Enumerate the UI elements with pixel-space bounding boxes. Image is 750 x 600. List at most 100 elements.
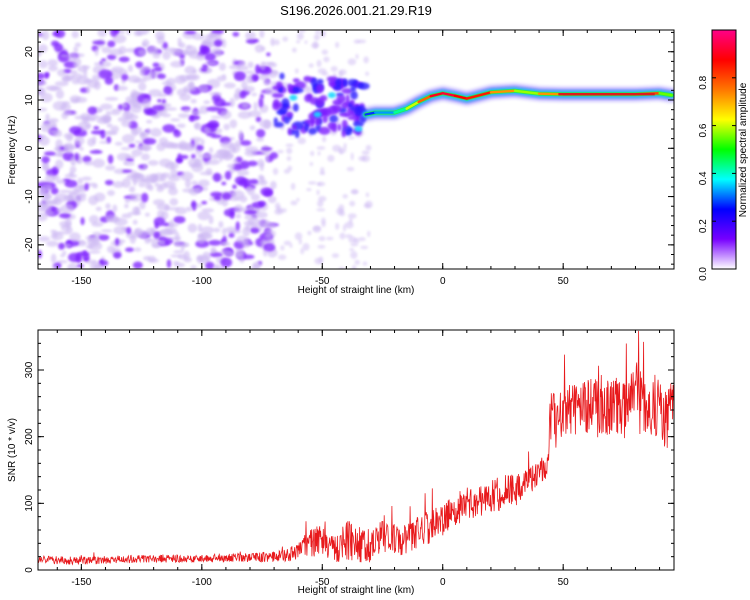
- noise-blob: [250, 193, 261, 201]
- noise-blob: [191, 180, 199, 186]
- noise-blob: [235, 252, 245, 259]
- signal-core-segment: [658, 92, 673, 97]
- noise-blob: [100, 229, 113, 233]
- noise-blob: [339, 210, 346, 217]
- noise-blob: [79, 146, 84, 151]
- noise-blob: [99, 60, 112, 68]
- noise-blob: [276, 149, 284, 154]
- noise-blob: [330, 66, 338, 72]
- noise-blob: [104, 179, 114, 186]
- chart-title: S196.2026.001.21.29.R19: [280, 3, 432, 18]
- colorbar-tick-label: 0.8: [698, 75, 709, 89]
- noise-blob: [238, 129, 244, 140]
- spectrogram-y-tick-label: 10: [24, 94, 35, 106]
- noise-blob: [121, 213, 132, 219]
- noise-blob: [127, 75, 141, 83]
- noise-blob: [232, 163, 243, 171]
- noise-blob: [347, 128, 353, 133]
- noise-blob: [38, 72, 46, 80]
- noise-blob: [139, 132, 147, 136]
- noise-blob: [89, 261, 102, 269]
- noise-blob: [50, 232, 64, 241]
- noise-blob: [157, 209, 165, 219]
- noise-blob: [220, 140, 234, 149]
- noise-blob: [62, 101, 71, 106]
- noise-blob: [129, 234, 136, 244]
- noise-blob: [190, 98, 197, 104]
- noise-blob: [145, 127, 151, 135]
- noise-blob: [132, 206, 140, 215]
- noise-blob: [50, 207, 56, 212]
- noise-blob: [290, 200, 298, 206]
- noise-blob: [69, 165, 77, 174]
- noise-blob: [229, 119, 238, 129]
- noise-blob: [178, 113, 190, 119]
- noise-blob: [243, 85, 255, 93]
- noise-blob: [38, 44, 48, 53]
- noise-blob: [180, 171, 194, 181]
- noise-blob: [93, 80, 101, 90]
- signal-core-segment: [453, 94, 469, 100]
- noise-blob: [191, 153, 196, 159]
- noise-blob: [260, 187, 273, 197]
- noise-blob: [289, 243, 293, 248]
- noise-blob: [365, 192, 370, 198]
- snr-y-tick-label: 300: [24, 361, 35, 378]
- noise-blob: [87, 106, 98, 115]
- noise-blob: [338, 147, 347, 154]
- noise-blob: [121, 120, 133, 128]
- noise-blob: [180, 241, 185, 252]
- noise-blob: [170, 60, 184, 68]
- noise-blob: [263, 119, 271, 130]
- noise-blob: [153, 217, 166, 227]
- noise-blob: [120, 146, 131, 151]
- noise-blob: [286, 147, 293, 155]
- noise-blob: [253, 101, 258, 112]
- noise-blob: [254, 44, 264, 53]
- noise-blob: [70, 98, 79, 104]
- noise-blob: [365, 144, 372, 151]
- noise-blob: [282, 36, 289, 42]
- noise-blob: [279, 208, 287, 213]
- noise-blob: [278, 254, 287, 260]
- noise-blob: [213, 195, 221, 201]
- noise-blob: [191, 200, 197, 208]
- snr-panel: -150 -100 -50 0 50 0 100 200 300 Height of stra…: [7, 329, 675, 596]
- noise-blob: [204, 126, 212, 134]
- noise-blob: [164, 142, 179, 149]
- noise-blob: [210, 246, 217, 255]
- colorbar-tick-label: 0.0: [698, 267, 709, 281]
- signal-core-segment: [489, 89, 517, 94]
- noise-blob: [335, 41, 340, 48]
- noise-blob: [153, 66, 162, 73]
- noise-blob: [349, 200, 356, 207]
- signal-core-segment: [393, 107, 408, 114]
- noise-blob: [50, 187, 59, 195]
- noise-blob: [204, 152, 212, 159]
- noise-blob: [263, 79, 271, 86]
- noise-blob: [173, 240, 182, 248]
- noise-blob: [161, 113, 171, 118]
- noise-blob: [88, 195, 99, 206]
- snr-x-tick-label: 50: [558, 577, 570, 588]
- noise-blob: [110, 125, 120, 133]
- noise-blob: [121, 178, 131, 188]
- spectrogram-x-axis-label: Height of straight line (km): [298, 285, 415, 296]
- noise-blob: [316, 146, 326, 150]
- noise-blob: [139, 68, 146, 77]
- noise-blob: [216, 75, 227, 82]
- noise-blob: [156, 142, 166, 152]
- noise-blob: [276, 81, 283, 89]
- noise-blob: [103, 131, 118, 136]
- noise-blob: [41, 156, 50, 164]
- noise-blob: [354, 259, 360, 265]
- noise-blob: [74, 115, 86, 120]
- noise-blob: [151, 104, 165, 111]
- noise-blob: [104, 96, 119, 101]
- noise-blob: [182, 49, 189, 55]
- noise-blob: [344, 221, 354, 229]
- noise-blob: [266, 52, 271, 57]
- noise-blob: [218, 62, 226, 71]
- noise-blob: [143, 163, 148, 170]
- spectrogram-y-tick-label: -20: [24, 237, 35, 252]
